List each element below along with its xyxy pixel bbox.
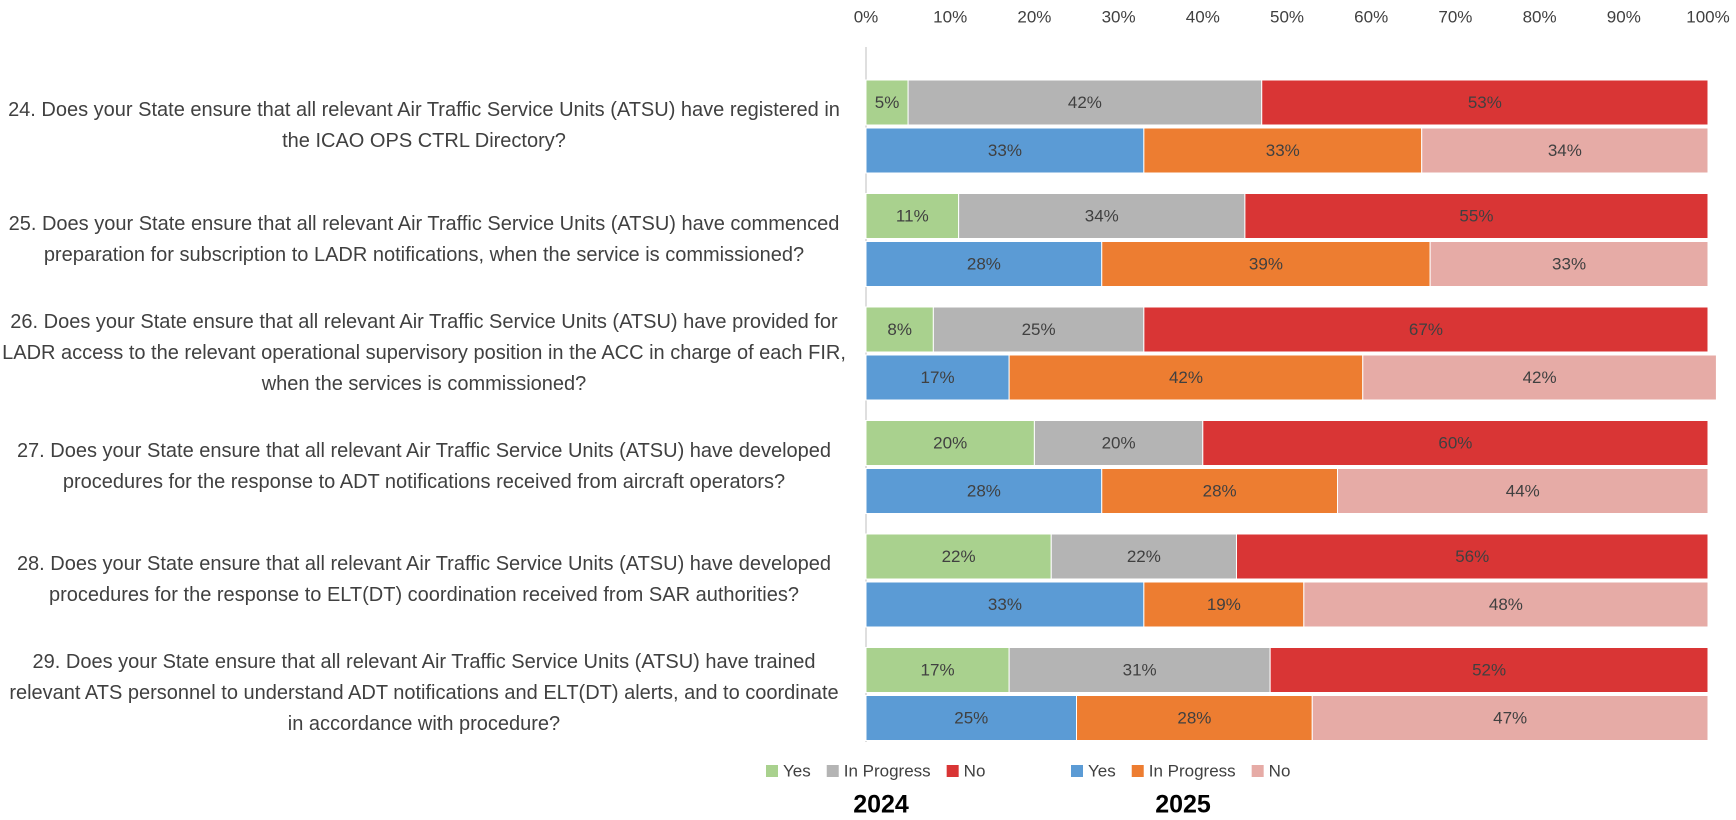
data-label: 48%	[1489, 595, 1523, 614]
data-label: 5%	[875, 93, 900, 112]
x-tick-label: 60%	[1354, 7, 1388, 26]
data-label: 42%	[1523, 368, 1557, 387]
bar-segment	[1076, 695, 1313, 741]
bar-segment	[865, 193, 960, 239]
legend-label: In Progress	[1149, 761, 1236, 780]
data-label: 33%	[1266, 141, 1300, 160]
data-label: 31%	[1123, 660, 1157, 679]
bar-segment	[865, 420, 1035, 466]
bar-segment	[1202, 420, 1709, 466]
bar-segment	[865, 468, 1103, 514]
data-label: 20%	[933, 433, 967, 452]
data-label: 22%	[942, 547, 976, 566]
data-label: 17%	[921, 660, 955, 679]
data-label: 25%	[1022, 320, 1056, 339]
bar-segment	[1008, 354, 1364, 401]
x-tick-label: 0%	[854, 7, 879, 26]
question-label: 27. Does your State ensure that all rele…	[16, 439, 832, 493]
bar-segment	[865, 647, 1010, 693]
x-tick-label: 40%	[1186, 7, 1220, 26]
legend-label: No	[964, 761, 986, 780]
bar-segment	[932, 306, 1145, 353]
legend-swatch	[946, 765, 959, 777]
x-tick-label: 30%	[1102, 7, 1136, 26]
legend-swatch	[1251, 765, 1264, 777]
bar-segment	[1429, 241, 1709, 287]
legend-swatch	[1131, 765, 1144, 777]
data-label: 28%	[967, 481, 1001, 500]
data-label: 42%	[1169, 368, 1203, 387]
bar-segment	[1050, 533, 1237, 580]
data-label: 55%	[1459, 206, 1493, 225]
question-label: 26. Does your State ensure that all rele…	[2, 310, 846, 395]
x-tick-label: 10%	[933, 7, 967, 26]
question-label: 24. Does your State ensure that all rele…	[8, 99, 840, 152]
bar-segment	[865, 354, 1010, 401]
bar-segment	[865, 533, 1052, 580]
data-label: 67%	[1409, 320, 1443, 339]
data-label: 33%	[988, 595, 1022, 614]
data-label: 44%	[1506, 481, 1540, 500]
data-label: 25%	[954, 708, 988, 727]
bar-segment	[865, 581, 1145, 628]
x-tick-label: 90%	[1607, 7, 1641, 26]
data-label: 34%	[1085, 206, 1119, 225]
data-label: 8%	[887, 320, 912, 339]
question-label: 25. Does your State ensure that all rele…	[8, 212, 840, 266]
data-label: 42%	[1068, 93, 1102, 112]
data-label: 20%	[1102, 433, 1136, 452]
bar-segment	[1033, 420, 1204, 466]
data-label: 47%	[1493, 708, 1527, 727]
data-label: 34%	[1548, 141, 1582, 160]
legend-label: No	[1269, 761, 1291, 780]
data-label: 56%	[1455, 547, 1489, 566]
data-label: 28%	[967, 254, 1001, 273]
bar-segment	[1421, 127, 1709, 174]
bar-segment	[1101, 468, 1339, 514]
data-label: 19%	[1207, 595, 1241, 614]
bar-segment	[1311, 695, 1709, 741]
data-label: 28%	[1177, 708, 1211, 727]
data-label: 39%	[1249, 254, 1283, 273]
bar-segment	[1362, 354, 1717, 401]
data-label: 22%	[1127, 547, 1161, 566]
legend-label: Yes	[1088, 761, 1116, 780]
x-tick-label: 80%	[1523, 7, 1557, 26]
bar-segment	[1337, 468, 1709, 514]
data-label: 33%	[1552, 254, 1586, 273]
bar-segment	[1244, 193, 1709, 239]
bar-segment	[1235, 533, 1709, 580]
bar-segment	[1303, 581, 1709, 628]
bar-segment	[1008, 647, 1271, 693]
x-tick-label: 100%	[1686, 7, 1729, 26]
x-tick-label: 20%	[1017, 7, 1051, 26]
legend-label: Yes	[783, 761, 811, 780]
data-label: 33%	[988, 141, 1022, 160]
data-label: 11%	[896, 206, 929, 225]
question-label: 28. Does your State ensure that all rele…	[16, 553, 832, 606]
bar-segment	[1143, 306, 1709, 353]
bar-segment	[1269, 647, 1709, 693]
legend-label: In Progress	[844, 761, 931, 780]
group-label: 2025	[1155, 791, 1211, 819]
legend-swatch	[766, 765, 778, 777]
bar-segment	[1261, 79, 1709, 126]
legend-swatch	[1071, 765, 1083, 777]
question-label: 29. Does your State ensure that all rele…	[9, 651, 839, 735]
bar-segment	[1101, 241, 1431, 287]
group-label: 2024	[853, 791, 909, 819]
data-label: 17%	[921, 368, 955, 387]
data-label: 60%	[1438, 433, 1472, 452]
data-label: 28%	[1203, 481, 1237, 500]
x-tick-label: 70%	[1438, 7, 1472, 26]
x-tick-label: 50%	[1270, 7, 1304, 26]
legend-swatch	[826, 765, 839, 777]
bar-segment	[865, 695, 1077, 741]
data-label: 52%	[1472, 660, 1506, 679]
data-label: 53%	[1468, 93, 1502, 112]
